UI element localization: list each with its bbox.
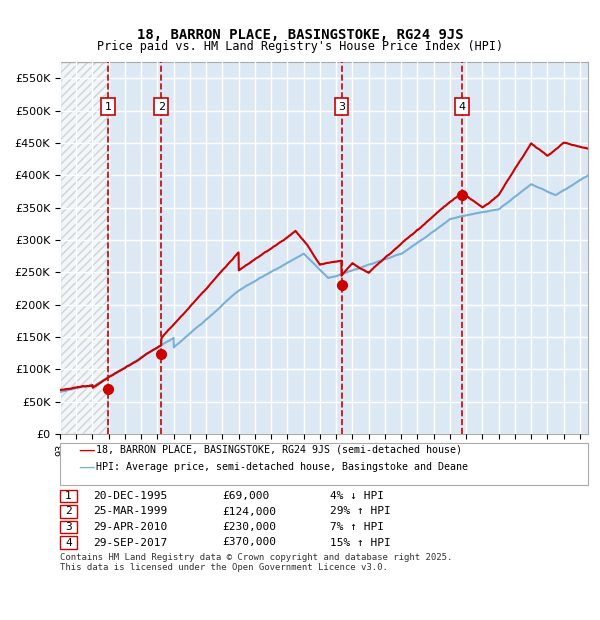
- Text: HPI: Average price, semi-detached house, Basingstoke and Deane: HPI: Average price, semi-detached house,…: [96, 462, 468, 472]
- Bar: [108, 62, 161, 434]
- Bar: [60, 62, 108, 434]
- Text: 4% ↓ HPI: 4% ↓ HPI: [330, 491, 384, 501]
- Bar: [161, 62, 341, 434]
- Text: —: —: [78, 440, 95, 459]
- Text: £230,000: £230,000: [222, 522, 276, 532]
- Text: 1: 1: [65, 491, 72, 501]
- Text: £69,000: £69,000: [222, 491, 269, 501]
- Bar: [341, 62, 462, 434]
- Text: 29% ↑ HPI: 29% ↑ HPI: [330, 507, 391, 516]
- Text: 18, BARRON PLACE, BASINGSTOKE, RG24 9JS: 18, BARRON PLACE, BASINGSTOKE, RG24 9JS: [137, 28, 463, 42]
- Text: 29-SEP-2017: 29-SEP-2017: [93, 538, 167, 547]
- Text: 3: 3: [65, 522, 72, 532]
- Text: Price paid vs. HM Land Registry's House Price Index (HPI): Price paid vs. HM Land Registry's House …: [97, 40, 503, 53]
- Text: —: —: [78, 458, 95, 476]
- Text: 4: 4: [65, 538, 72, 547]
- Text: 2: 2: [65, 507, 72, 516]
- Text: 3: 3: [338, 102, 345, 112]
- Text: £370,000: £370,000: [222, 538, 276, 547]
- Text: 2: 2: [158, 102, 165, 112]
- Text: 7% ↑ HPI: 7% ↑ HPI: [330, 522, 384, 532]
- Text: £124,000: £124,000: [222, 507, 276, 516]
- Text: 1: 1: [105, 102, 112, 112]
- Text: 29-APR-2010: 29-APR-2010: [93, 522, 167, 532]
- Text: 4: 4: [458, 102, 466, 112]
- Text: 25-MAR-1999: 25-MAR-1999: [93, 507, 167, 516]
- Text: 15% ↑ HPI: 15% ↑ HPI: [330, 538, 391, 547]
- Text: Contains HM Land Registry data © Crown copyright and database right 2025.
This d: Contains HM Land Registry data © Crown c…: [60, 553, 452, 572]
- Text: 20-DEC-1995: 20-DEC-1995: [93, 491, 167, 501]
- Text: 18, BARRON PLACE, BASINGSTOKE, RG24 9JS (semi-detached house): 18, BARRON PLACE, BASINGSTOKE, RG24 9JS …: [96, 445, 462, 454]
